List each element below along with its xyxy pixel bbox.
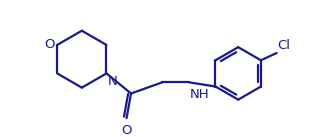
- Text: O: O: [121, 124, 132, 137]
- Text: O: O: [44, 38, 54, 51]
- Text: NH: NH: [190, 89, 210, 102]
- Text: Cl: Cl: [277, 39, 290, 52]
- Text: N: N: [108, 75, 117, 88]
